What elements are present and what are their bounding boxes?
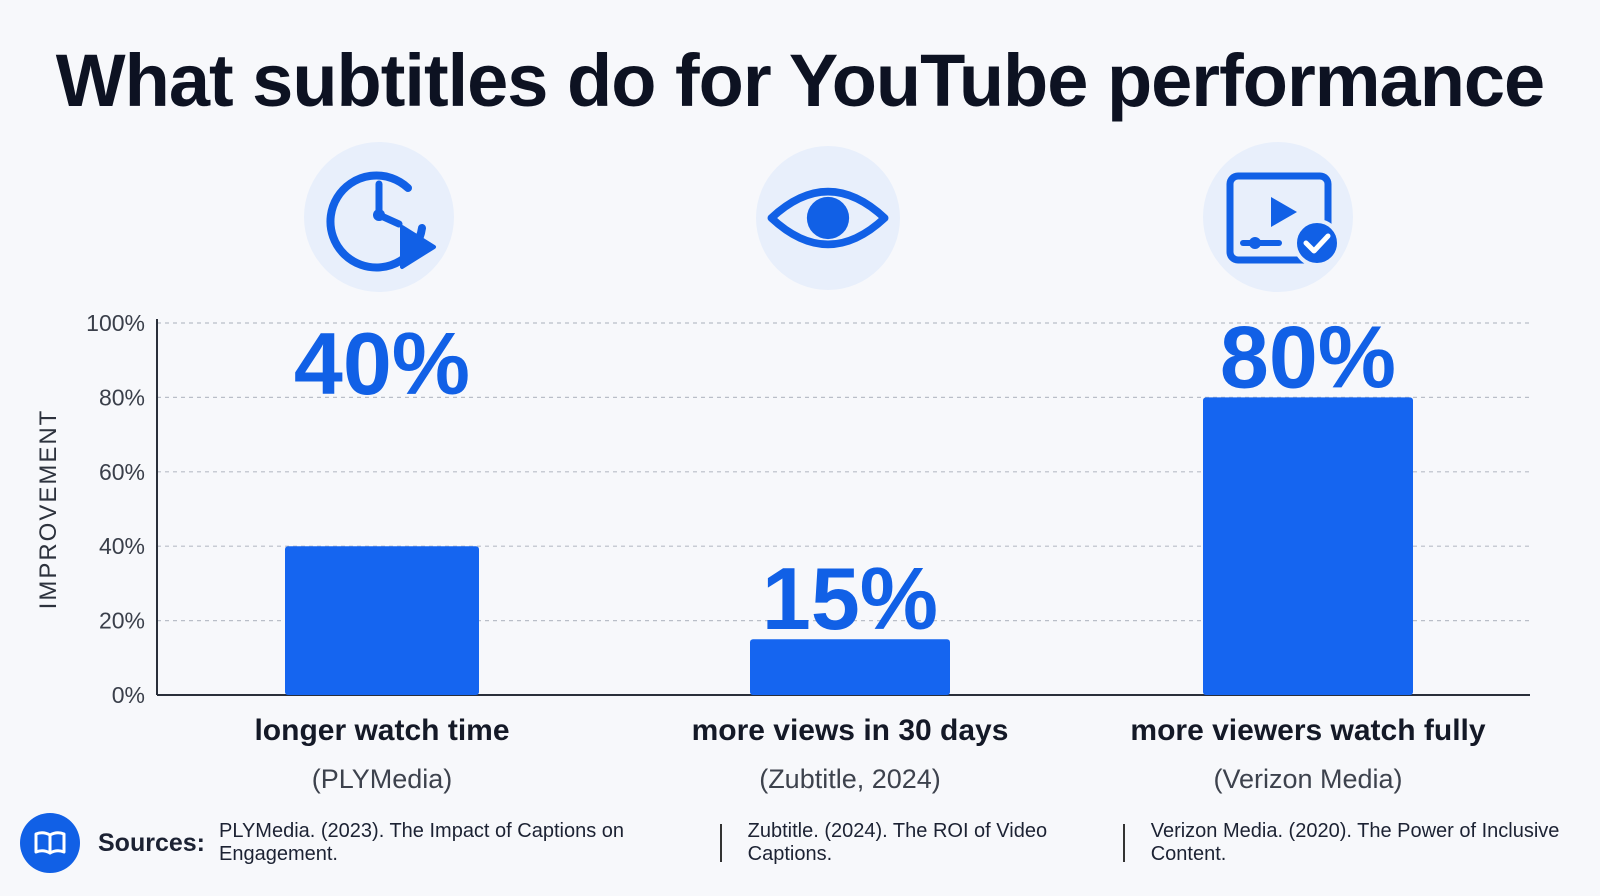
category-source: (PLYMedia) <box>312 764 453 794</box>
y-axis-label: IMPROVEMENT <box>35 409 62 610</box>
separator <box>719 824 722 862</box>
eye-icon <box>756 146 900 290</box>
clock-play-icon <box>304 142 454 292</box>
source-plymedia: PLYMedia. (2023). The Impact of Captions… <box>218 820 625 865</box>
separator <box>1122 824 1125 862</box>
bar <box>750 639 950 695</box>
category-label: more views in 30 days <box>692 714 1009 747</box>
bar <box>285 546 479 695</box>
category-source: (Zubtitle, 2024) <box>759 764 941 794</box>
sources-label: Sources: <box>98 828 205 857</box>
y-tick-label: 80% <box>99 384 145 410</box>
page-title: What subtitles do for YouTube performanc… <box>55 39 1545 122</box>
y-tick-label: 100% <box>86 310 145 336</box>
data-label: 80% <box>1220 307 1396 406</box>
data-label: 40% <box>294 314 470 413</box>
data-label: 15% <box>762 549 938 648</box>
video-check-icon <box>1203 142 1353 292</box>
source-verizon: Verizon Media. (2020). The Power of Incl… <box>1150 820 1560 865</box>
y-tick-label: 20% <box>99 608 145 634</box>
bar <box>1203 397 1413 695</box>
source-zubtitle: Zubtitle. (2024). The ROI of Video Capti… <box>747 820 1048 865</box>
category-label: longer watch time <box>254 714 509 747</box>
y-tick-label: 60% <box>99 459 145 485</box>
category-source: (Verizon Media) <box>1213 764 1402 794</box>
y-tick-label: 0% <box>112 682 145 708</box>
sources-footer: Sources: PLYMedia. (2023). The Impact of… <box>20 812 1590 874</box>
y-tick-label: 40% <box>99 533 145 559</box>
category-label: more viewers watch fully <box>1130 714 1485 747</box>
book-icon <box>20 813 80 873</box>
